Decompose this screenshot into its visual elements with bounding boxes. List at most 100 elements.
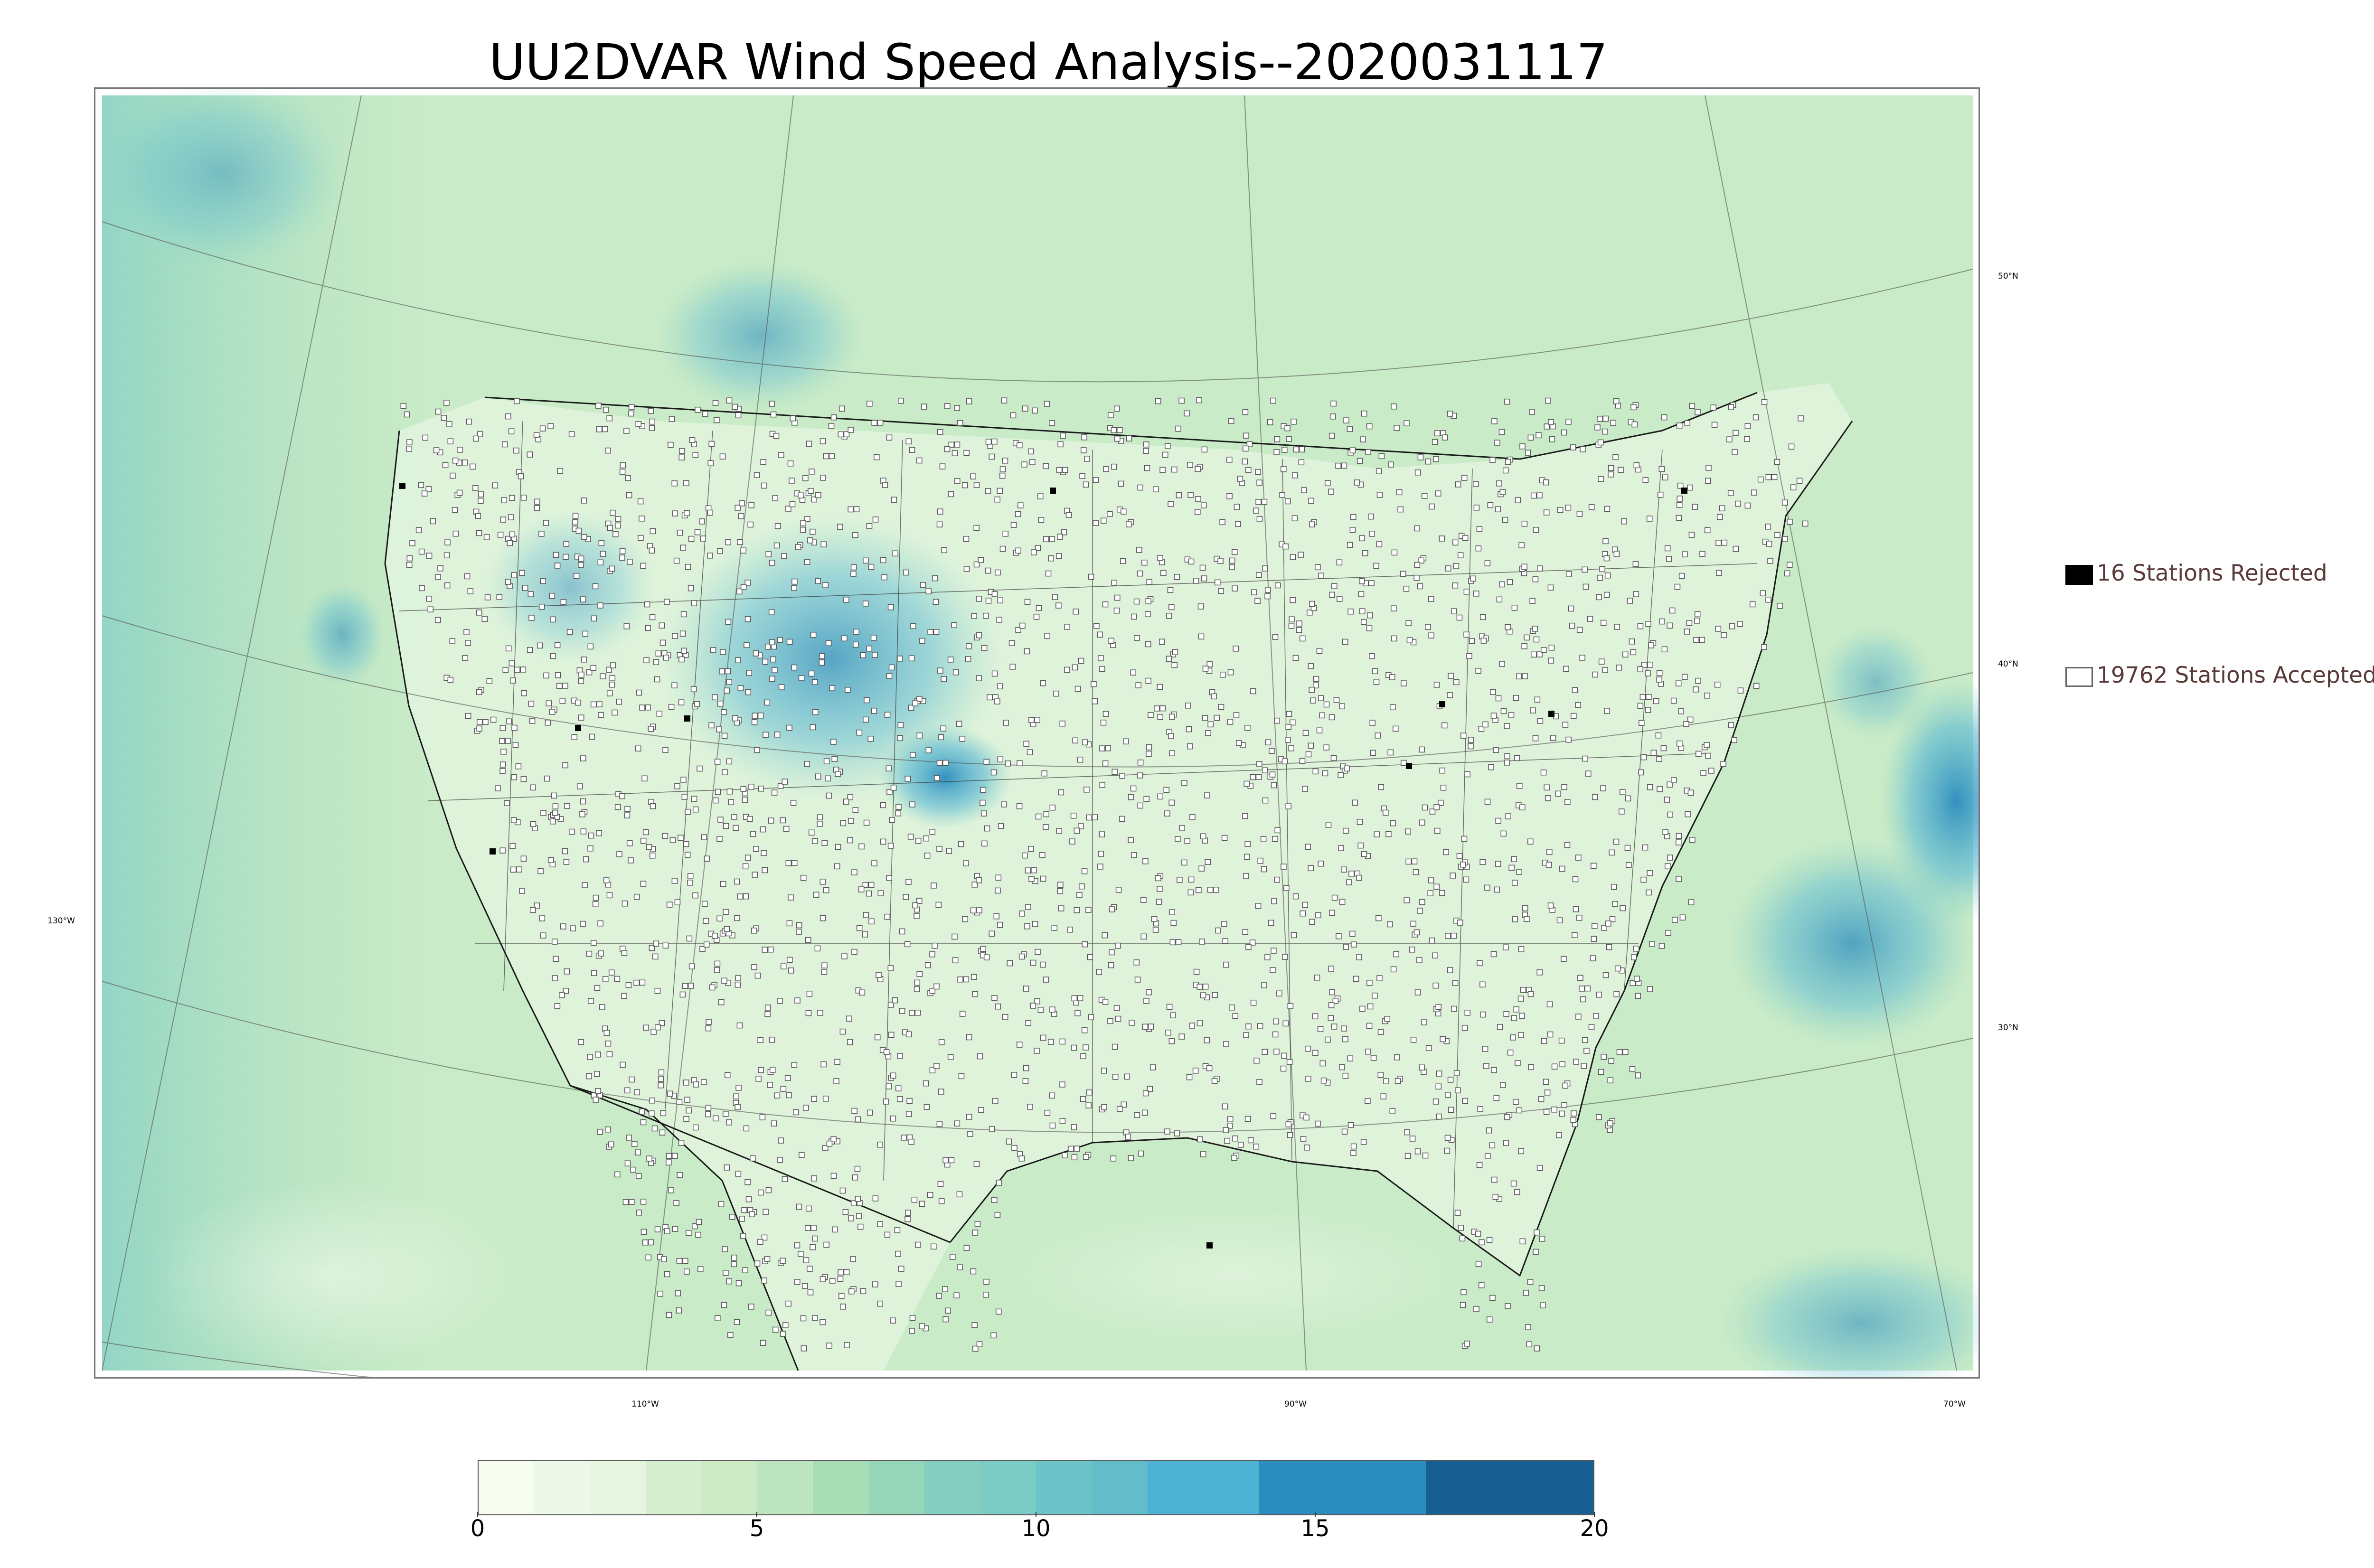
accepted-station-marker	[996, 617, 1002, 623]
accepted-station-marker	[1536, 1164, 1543, 1171]
accepted-station-marker	[1440, 785, 1447, 791]
accepted-station-marker	[1315, 1120, 1321, 1127]
accepted-station-marker	[923, 1080, 929, 1087]
accepted-station-marker	[1188, 558, 1195, 565]
colorbar	[478, 1460, 1594, 1515]
accepted-station-marker	[889, 817, 895, 823]
accepted-station-marker	[500, 516, 507, 523]
accepted-station-marker	[1091, 681, 1097, 687]
accepted-station-marker	[945, 1307, 951, 1314]
accepted-station-marker	[887, 1002, 894, 1008]
accepted-station-marker	[452, 530, 459, 537]
accepted-station-marker	[933, 599, 939, 605]
colorbar-tick-3	[1315, 1512, 1316, 1517]
accepted-station-marker	[898, 1266, 904, 1272]
accepted-station-marker	[972, 1230, 979, 1236]
accepted-station-marker	[726, 397, 733, 404]
accepted-station-marker	[734, 1319, 740, 1325]
accepted-station-marker	[726, 1119, 732, 1126]
accepted-station-marker	[1136, 547, 1142, 553]
accepted-station-marker	[1362, 550, 1368, 556]
accepted-station-marker	[1030, 1003, 1036, 1009]
accepted-station-marker	[1563, 666, 1569, 672]
accepted-station-marker	[989, 930, 995, 937]
accepted-station-marker	[614, 976, 621, 982]
accepted-station-marker	[1305, 844, 1311, 850]
accepted-station-marker	[725, 619, 732, 625]
accepted-station-marker	[1318, 695, 1324, 701]
accepted-station-marker	[1435, 1004, 1441, 1010]
accepted-station-marker	[1414, 562, 1421, 568]
accepted-station-marker	[1603, 592, 1610, 598]
accepted-station-marker	[1256, 479, 1262, 486]
accepted-station-marker	[933, 983, 940, 990]
accepted-station-marker	[1181, 859, 1187, 866]
accepted-station-marker	[1022, 852, 1028, 859]
map-panel[interactable]	[94, 87, 1980, 1379]
accepted-station-marker	[1084, 456, 1090, 462]
accepted-station-marker	[678, 835, 684, 841]
accepted-station-marker	[758, 785, 764, 792]
accepted-station-marker	[1119, 773, 1125, 779]
accepted-station-marker	[761, 850, 767, 856]
accepted-station-marker	[1464, 771, 1470, 778]
accepted-station-marker	[563, 541, 570, 547]
accepted-station-marker	[894, 1227, 901, 1233]
accepted-station-marker	[1687, 716, 1694, 723]
accepted-station-marker	[1198, 865, 1205, 872]
accepted-station-marker	[1360, 1139, 1367, 1145]
accepted-station-marker	[1201, 446, 1208, 453]
accepted-station-marker	[1461, 475, 1468, 481]
accepted-station-marker	[1038, 517, 1045, 523]
accepted-station-marker	[1569, 622, 1575, 629]
accepted-station-marker	[1244, 841, 1251, 847]
accepted-station-marker	[937, 508, 943, 515]
accepted-station-marker	[847, 1039, 853, 1045]
accepted-station-marker	[1253, 1144, 1260, 1150]
accepted-station-marker	[608, 1141, 614, 1148]
accepted-station-marker	[817, 1010, 823, 1016]
accepted-station-marker	[1487, 502, 1494, 508]
accepted-station-marker	[1128, 794, 1134, 800]
accepted-station-marker	[864, 697, 870, 704]
accepted-station-marker	[820, 1061, 827, 1068]
accepted-station-marker	[649, 945, 655, 951]
accepted-station-marker	[1616, 1049, 1623, 1055]
accepted-station-marker	[747, 521, 754, 528]
accepted-station-marker	[1513, 1006, 1519, 1013]
accepted-station-marker	[911, 1196, 918, 1203]
accepted-station-marker	[1638, 769, 1644, 776]
accepted-station-marker	[745, 689, 752, 695]
accepted-station-marker	[868, 918, 875, 925]
accepted-station-marker	[769, 1067, 776, 1073]
accepted-station-marker	[765, 643, 771, 650]
accepted-station-marker	[650, 528, 656, 535]
accepted-station-marker	[744, 854, 751, 861]
accepted-station-marker	[717, 548, 723, 554]
accepted-station-marker	[804, 559, 810, 565]
accepted-station-marker	[1142, 1090, 1149, 1097]
accepted-station-marker	[1484, 560, 1491, 566]
accepted-station-marker	[594, 1070, 600, 1077]
accepted-station-marker	[771, 1120, 777, 1127]
accepted-station-marker	[916, 457, 923, 464]
accepted-station-marker	[1558, 1037, 1565, 1044]
accepted-station-marker	[1001, 397, 1008, 404]
accepted-station-marker	[831, 756, 838, 762]
accepted-station-marker	[860, 1288, 867, 1295]
accepted-station-marker	[822, 1145, 829, 1151]
accepted-station-marker	[1342, 1072, 1349, 1079]
accepted-station-marker	[847, 837, 853, 844]
accepted-station-marker	[483, 534, 490, 540]
accepted-station-marker	[650, 803, 656, 809]
accepted-station-marker	[1482, 721, 1488, 728]
accepted-station-marker	[624, 1087, 631, 1094]
accepted-station-marker	[547, 423, 554, 429]
accepted-station-marker	[685, 563, 691, 570]
accepted-station-marker	[771, 789, 778, 796]
accepted-station-marker	[560, 923, 566, 930]
accepted-station-marker	[1390, 704, 1396, 711]
accepted-station-marker	[422, 434, 429, 441]
accepted-station-marker	[999, 545, 1006, 552]
accepted-station-marker	[1245, 1023, 1252, 1030]
